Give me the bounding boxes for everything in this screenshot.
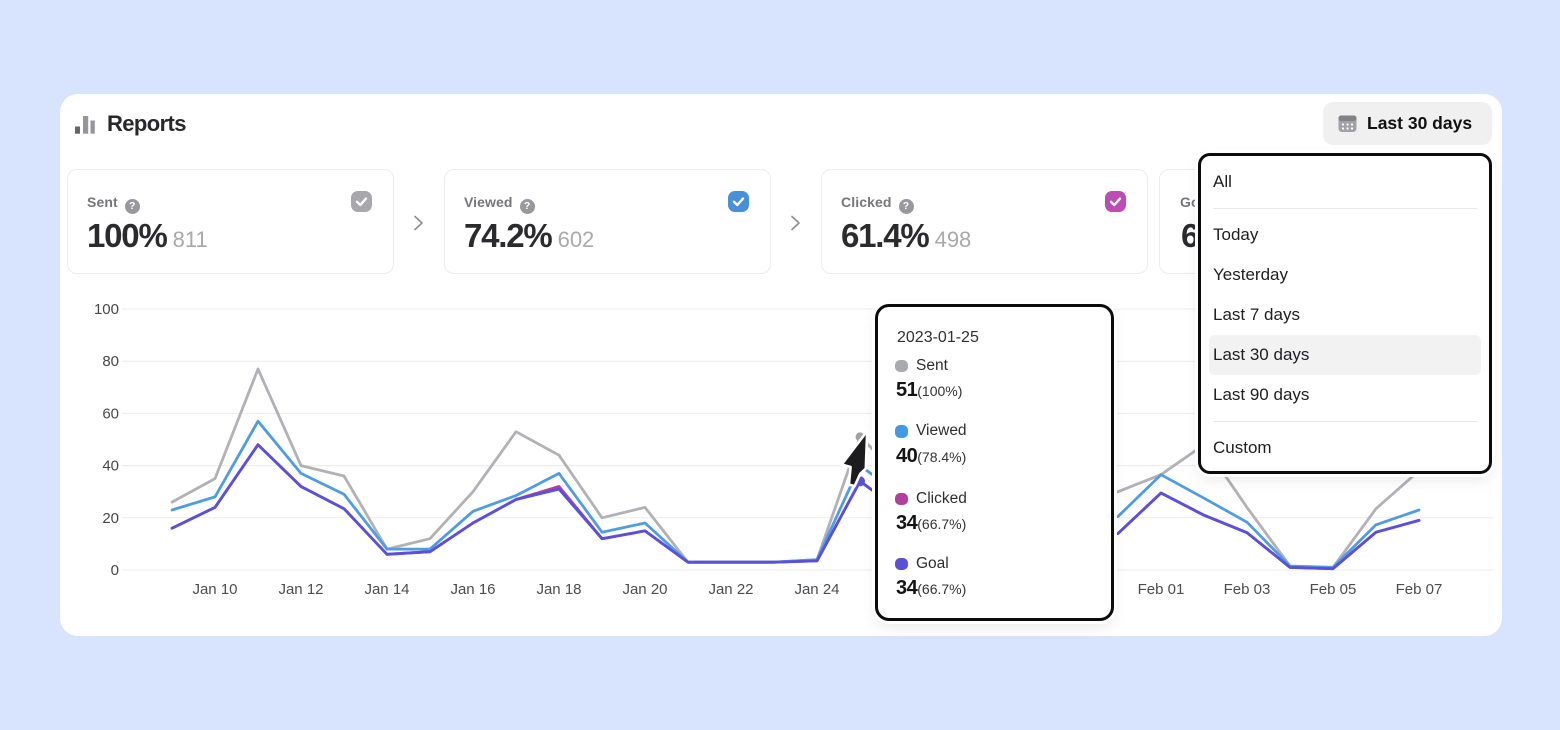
- svg-text:Jan 24: Jan 24: [794, 581, 839, 598]
- svg-text:Jan 16: Jan 16: [450, 581, 495, 598]
- svg-text:Feb 03: Feb 03: [1224, 581, 1271, 598]
- svg-text:Feb 07: Feb 07: [1396, 581, 1443, 598]
- svg-text:0: 0: [111, 562, 119, 579]
- svg-text:Jan 18: Jan 18: [536, 581, 581, 598]
- svg-text:Jan 10: Jan 10: [192, 581, 237, 598]
- svg-text:Jan 14: Jan 14: [364, 581, 409, 598]
- svg-text:40: 40: [102, 458, 119, 475]
- svg-text:Jan 12: Jan 12: [278, 581, 323, 598]
- svg-text:80: 80: [102, 353, 119, 370]
- svg-text:Jan 22: Jan 22: [708, 581, 753, 598]
- svg-text:100: 100: [94, 301, 119, 318]
- svg-text:Jan 20: Jan 20: [622, 581, 667, 598]
- svg-text:60: 60: [102, 405, 119, 422]
- svg-text:Feb 05: Feb 05: [1310, 581, 1357, 598]
- svg-text:Feb 01: Feb 01: [1138, 581, 1185, 598]
- svg-text:20: 20: [102, 510, 119, 527]
